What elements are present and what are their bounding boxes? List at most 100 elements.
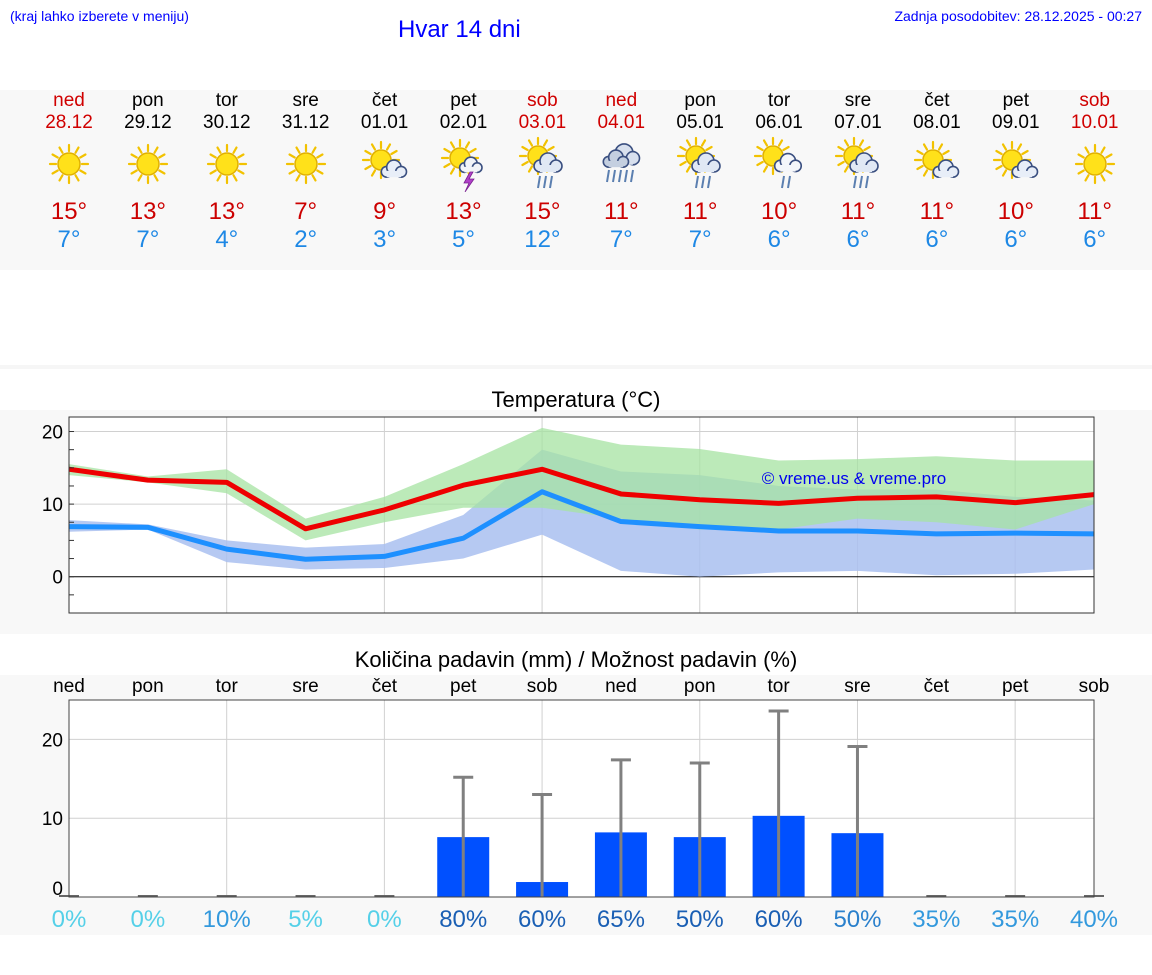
precipitation-chart: ned pon tor sre čet pet sob ned pon tor sre čet pet s… xyxy=(42,676,1118,933)
day-axis-label: čet xyxy=(372,676,398,697)
sun-cloud-rain-icon xyxy=(677,136,721,189)
rain-drop xyxy=(543,175,548,189)
sun-ray xyxy=(995,149,1003,156)
min-temp: 6° xyxy=(925,226,949,253)
cloud-base xyxy=(463,166,477,173)
sun-ray xyxy=(153,174,159,182)
min-temp: 7° xyxy=(609,226,633,253)
day-date: 03.01 xyxy=(518,112,567,133)
cloud-base xyxy=(386,170,401,178)
sun-ray xyxy=(153,146,159,154)
min-temp: 4° xyxy=(215,226,239,253)
sun-ray xyxy=(1077,153,1085,159)
precip-probability-label: 50% xyxy=(833,906,881,933)
sun-ray xyxy=(543,139,549,147)
max-temp: 10° xyxy=(997,198,1034,225)
precip-probability-label: 40% xyxy=(1070,906,1118,933)
sun-ray xyxy=(1021,149,1029,156)
rain-drop xyxy=(612,169,617,183)
sun-ray xyxy=(370,169,376,177)
day-name: sre xyxy=(844,90,872,111)
sun-icon xyxy=(48,143,90,185)
day-date: 28.12 xyxy=(45,112,93,133)
day-date: 07.01 xyxy=(834,112,882,133)
day-name: pon xyxy=(684,90,717,111)
cloud-shape xyxy=(458,156,483,174)
day-axis-label: pon xyxy=(132,676,164,697)
sun-shape xyxy=(1074,143,1115,185)
sun-ray xyxy=(782,145,790,152)
day-name: sob xyxy=(1079,90,1110,111)
sun-ray xyxy=(370,143,376,151)
max-temp: 10° xyxy=(760,198,798,225)
day-name: pet xyxy=(1002,90,1029,111)
precipitation-chart-title: Količina padavin (mm) / Možnost padavin … xyxy=(354,647,798,672)
sun-ray xyxy=(363,149,372,156)
sun-ray xyxy=(777,139,784,147)
sun-ray xyxy=(216,146,222,154)
sun-ray xyxy=(916,149,924,156)
rain-drop xyxy=(618,169,623,183)
sun-disc xyxy=(136,152,160,176)
sun-ray xyxy=(51,169,59,175)
sun-ray xyxy=(1077,169,1085,175)
sun-ray xyxy=(158,153,166,159)
sun-ray xyxy=(74,146,80,154)
max-temp: 11° xyxy=(682,198,718,225)
sun-ray xyxy=(449,141,455,149)
page-title: Hvar 14 dni xyxy=(398,16,521,43)
min-temp: 6° xyxy=(1083,226,1107,253)
max-temp-line xyxy=(69,466,1094,532)
min-temp: 7° xyxy=(57,226,81,253)
day-name: čet xyxy=(924,90,950,111)
rain-drop xyxy=(787,175,792,189)
day-date: 08.01 xyxy=(913,112,961,133)
sun-ray xyxy=(232,146,238,154)
day-name: tor xyxy=(215,90,238,111)
sun-ray xyxy=(58,146,64,154)
cloud-shape xyxy=(849,152,879,173)
cloud-base xyxy=(856,165,872,172)
sun-ray xyxy=(389,149,398,156)
sun-icon xyxy=(127,143,168,185)
sun-ray xyxy=(916,164,924,171)
sun-ray xyxy=(311,146,317,154)
max-temp: 15° xyxy=(524,198,561,225)
section-divider xyxy=(0,365,1152,369)
precip-probability-label: 60% xyxy=(755,906,803,933)
rain-drop xyxy=(549,175,554,189)
sun-ray xyxy=(216,174,222,182)
sun-ray xyxy=(1084,146,1090,154)
sun-thunder-icon xyxy=(440,138,483,192)
day-axis-label: sob xyxy=(527,676,558,697)
rain-drop xyxy=(853,175,857,189)
day-date: 10.01 xyxy=(1070,112,1119,133)
max-temp: 11° xyxy=(1077,198,1112,225)
precip-probability-label: 0% xyxy=(367,906,402,933)
cloud-shape xyxy=(932,159,960,178)
sun-icon xyxy=(206,143,247,185)
day-axis-label: sre xyxy=(292,676,318,697)
sun-ray xyxy=(942,149,950,156)
precip-probability-label: 60% xyxy=(518,906,566,933)
max-temp: 13° xyxy=(208,198,245,225)
sun-shape xyxy=(127,143,168,185)
y-tick-label: 0 xyxy=(52,568,63,589)
max-temp: 13° xyxy=(129,198,167,225)
max-temp: 15° xyxy=(50,198,88,225)
cloud-shape xyxy=(380,159,407,178)
cloud-base xyxy=(1017,170,1032,178)
sun-ray xyxy=(1084,174,1090,182)
day-name: pet xyxy=(450,90,477,111)
precip-probability-label: 0% xyxy=(52,906,87,933)
sun-ray xyxy=(288,169,296,175)
y-tick-label: 0 xyxy=(52,879,63,900)
day-date: 02.01 xyxy=(439,112,488,133)
sun-ray xyxy=(74,174,80,182)
day-axis-label: tor xyxy=(768,676,791,697)
sun-ray xyxy=(922,169,928,177)
sun-ray xyxy=(762,165,769,173)
sun-ray xyxy=(863,145,871,152)
max-temp: 9° xyxy=(373,198,397,225)
rain-drop xyxy=(606,169,611,183)
